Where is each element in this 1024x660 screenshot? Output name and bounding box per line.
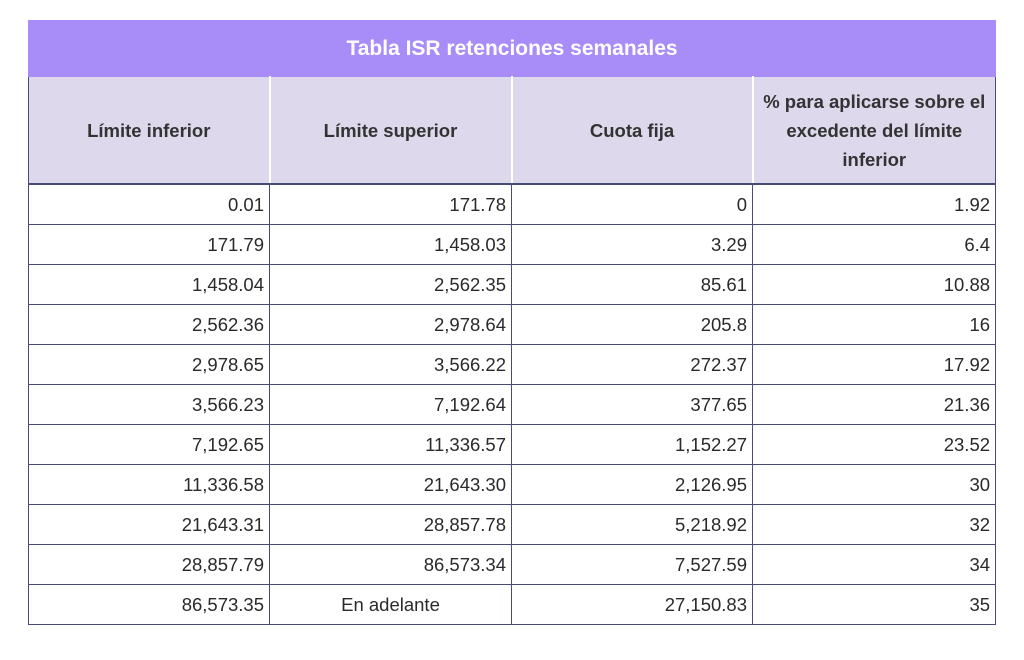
isr-table-container: Tabla ISR retenciones semanales Límite i… [27, 20, 997, 625]
table-row: 2,978.65 3,566.22 272.37 17.92 [28, 344, 997, 385]
cell-limite-superior: 28,857.78 [269, 504, 512, 545]
cell-porcentaje: 1.92 [751, 183, 997, 225]
table-row: 3,566.23 7,192.64 377.65 21.36 [28, 384, 997, 425]
cell-cuota-fija: 85.61 [511, 264, 753, 305]
isr-weekly-table: Tabla ISR retenciones semanales Límite i… [27, 20, 997, 625]
cell-limite-inferior: 1,458.04 [28, 264, 270, 305]
column-header-cuota-fija: Cuota fija [510, 76, 754, 185]
table-row: 171.79 1,458.03 3.29 6.4 [28, 224, 997, 265]
table-header-row: Límite inferior Límite superior Cuota fi… [28, 76, 997, 185]
table-row: 21,643.31 28,857.78 5,218.92 32 [28, 504, 997, 545]
table-title-row: Tabla ISR retenciones semanales [27, 20, 997, 77]
cell-limite-inferior: 28,857.79 [28, 544, 270, 585]
cell-limite-superior: 171.78 [269, 183, 512, 225]
cell-cuota-fija: 7,527.59 [511, 544, 753, 585]
cell-porcentaje: 16 [751, 304, 997, 345]
cell-limite-inferior: 2,978.65 [28, 344, 270, 385]
cell-limite-superior: 86,573.34 [269, 544, 512, 585]
cell-limite-inferior: 0.01 [28, 183, 270, 225]
table-row: 1,458.04 2,562.35 85.61 10.88 [28, 264, 997, 305]
cell-limite-superior: 7,192.64 [269, 384, 512, 425]
cell-porcentaje: 30 [751, 464, 997, 505]
table-row: 28,857.79 86,573.34 7,527.59 34 [28, 544, 997, 585]
cell-limite-superior: 3,566.22 [269, 344, 512, 385]
cell-limite-inferior: 2,562.36 [28, 304, 270, 345]
cell-porcentaje: 32 [751, 504, 997, 545]
cell-cuota-fija: 5,218.92 [511, 504, 753, 545]
cell-porcentaje: 34 [751, 544, 997, 585]
cell-porcentaje: 21.36 [751, 384, 997, 425]
table-body: 0.01 171.78 0 1.92 171.79 1,458.03 3.29 … [28, 183, 997, 625]
cell-cuota-fija: 377.65 [511, 384, 753, 425]
cell-limite-superior: 2,562.35 [269, 264, 512, 305]
column-header-limite-superior: Límite superior [268, 76, 513, 185]
cell-cuota-fija: 205.8 [511, 304, 753, 345]
cell-limite-inferior: 86,573.35 [28, 584, 270, 625]
column-header-porcentaje-excedente: % para aplicarse sobre el excedente del … [751, 76, 997, 185]
table-row: 0.01 171.78 0 1.92 [28, 183, 997, 225]
cell-limite-superior: 2,978.64 [269, 304, 512, 345]
table-row: 2,562.36 2,978.64 205.8 16 [28, 304, 997, 345]
cell-porcentaje: 17.92 [751, 344, 997, 385]
cell-limite-inferior: 171.79 [28, 224, 270, 265]
cell-cuota-fija: 2,126.95 [511, 464, 753, 505]
table-row: 11,336.58 21,643.30 2,126.95 30 [28, 464, 997, 505]
column-header-limite-inferior: Límite inferior [28, 76, 271, 185]
cell-cuota-fija: 3.29 [511, 224, 753, 265]
cell-limite-inferior: 11,336.58 [28, 464, 270, 505]
cell-limite-superior: En adelante [269, 584, 512, 625]
cell-cuota-fija: 0 [511, 183, 753, 225]
cell-porcentaje: 35 [751, 584, 997, 625]
cell-cuota-fija: 27,150.83 [511, 584, 753, 625]
table-row: 7,192.65 11,336.57 1,152.27 23.52 [28, 424, 997, 465]
cell-limite-superior: 11,336.57 [269, 424, 512, 465]
cell-limite-superior: 1,458.03 [269, 224, 512, 265]
cell-cuota-fija: 1,152.27 [511, 424, 753, 465]
cell-limite-inferior: 7,192.65 [28, 424, 270, 465]
cell-porcentaje: 23.52 [751, 424, 997, 465]
cell-cuota-fija: 272.37 [511, 344, 753, 385]
cell-limite-inferior: 21,643.31 [28, 504, 270, 545]
cell-porcentaje: 6.4 [751, 224, 997, 265]
table-row: 86,573.35 En adelante 27,150.83 35 [28, 584, 997, 625]
table-title: Tabla ISR retenciones semanales [27, 20, 997, 77]
cell-limite-superior: 21,643.30 [269, 464, 512, 505]
cell-porcentaje: 10.88 [751, 264, 997, 305]
cell-limite-inferior: 3,566.23 [28, 384, 270, 425]
